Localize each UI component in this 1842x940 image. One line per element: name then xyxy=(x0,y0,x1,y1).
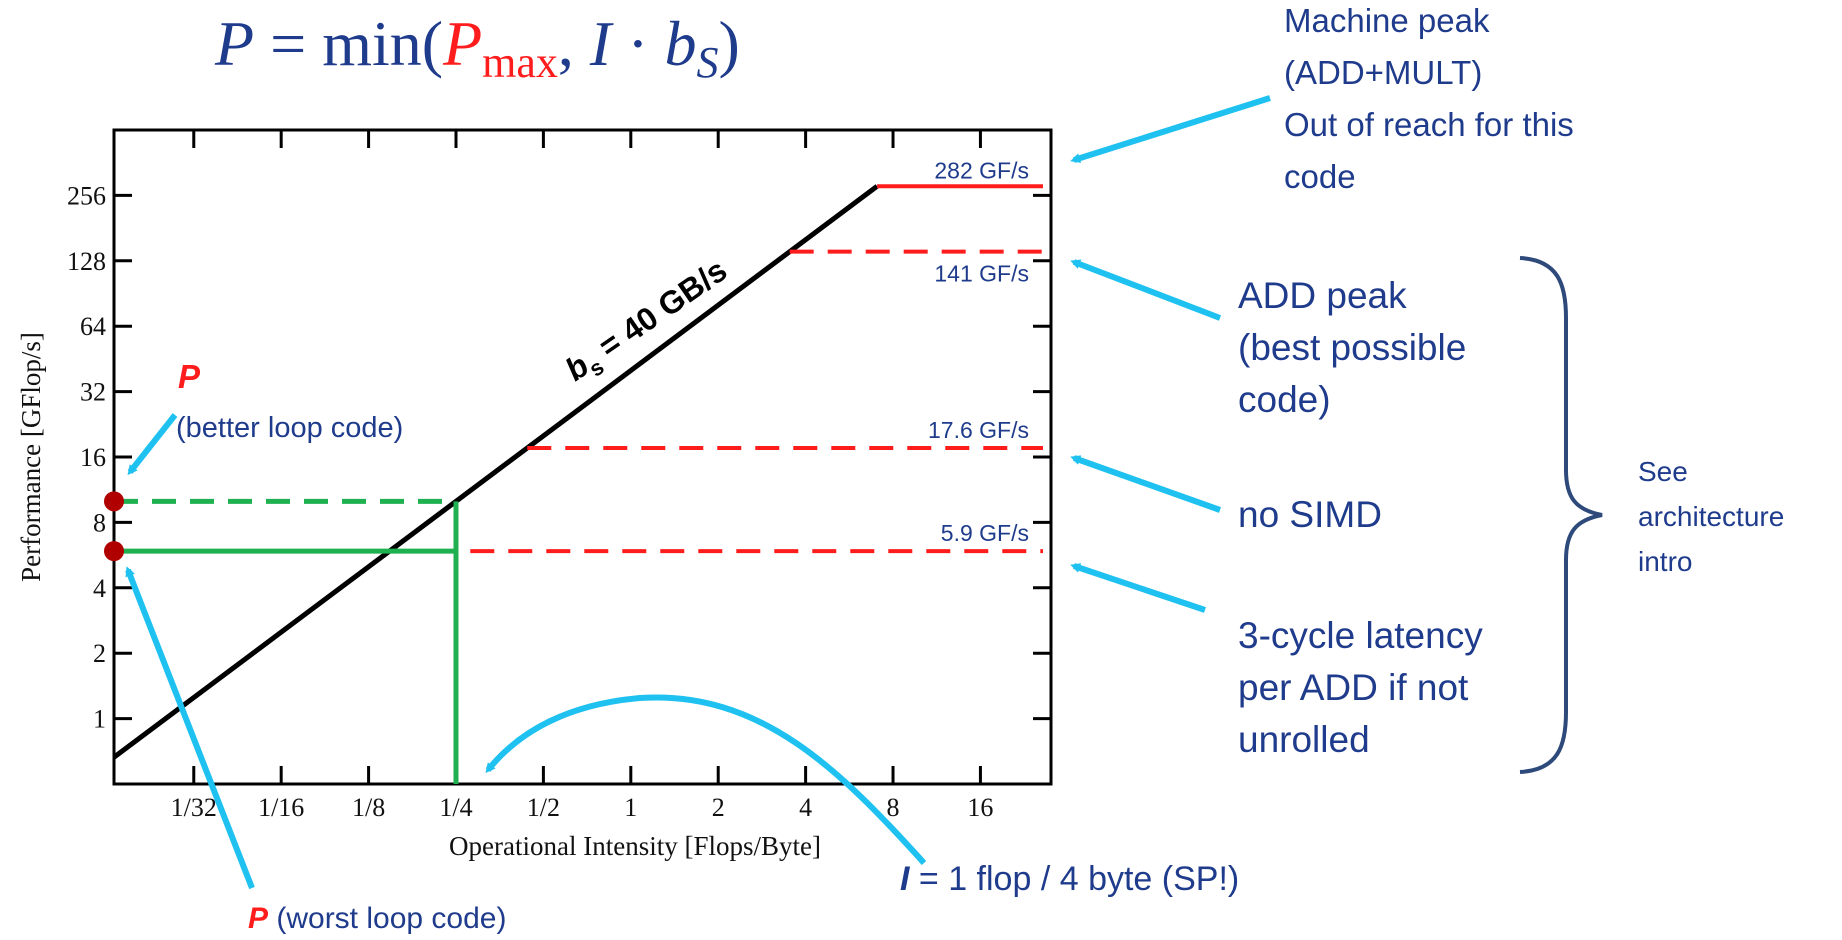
chart-marks: 282 GF/s 141 GF/s 17.6 GF/s 5.9 GF/s xyxy=(104,157,1043,784)
no-simd-annotation: no SIMD xyxy=(1238,494,1382,535)
formula-bs-base: b xyxy=(665,8,697,79)
y-tick-label: 256 xyxy=(67,181,106,210)
x-tick-labels: 1/32 1/16 1/8 1/4 1/2 1 2 4 8 16 xyxy=(171,793,994,822)
formula-pmax-sub: max xyxy=(482,38,558,87)
ceiling-label: 17.6 GF/s xyxy=(928,417,1029,443)
intensity-text: = 1 flop / 4 byte (SP!) xyxy=(909,860,1239,898)
x-axis-label: Operational Intensity [Flops/Byte] xyxy=(449,831,821,861)
formula-bs-sub: S xyxy=(697,38,719,87)
x-tick-label: 4 xyxy=(799,793,812,822)
loop-performance-point xyxy=(104,541,124,562)
latency-arrow xyxy=(1070,563,1206,613)
bandwidth-roof-line xyxy=(112,184,879,760)
x-tick-label: 1/4 xyxy=(439,793,472,822)
formula-i: I xyxy=(589,8,614,79)
formula-pmax-base: P xyxy=(442,8,482,79)
intensity-label: I = 1 flop / 4 byte (SP!) xyxy=(900,860,1239,898)
ceiling-label: 141 GF/s xyxy=(934,261,1029,287)
formula-dot: · xyxy=(611,8,664,79)
y-tick-label: 4 xyxy=(93,574,106,603)
formula-eq: = min( xyxy=(254,8,443,79)
y-tick-labels: 1 2 4 8 16 32 64 128 256 xyxy=(67,181,106,733)
y-tick-label: 8 xyxy=(93,508,106,537)
ceiling-label: 282 GF/s xyxy=(934,157,1029,183)
formula-comma: , xyxy=(558,8,590,79)
p-better-arrow xyxy=(127,413,178,476)
y-axis-label: Performance [GFlop/s] xyxy=(16,332,46,582)
intensity-arrow xyxy=(485,694,927,866)
plot-frame xyxy=(112,128,1053,786)
p-worst-text: (worst loop code) xyxy=(268,902,506,935)
formula-close: ) xyxy=(719,8,740,79)
arrows xyxy=(125,95,1271,890)
y-tick-label: 128 xyxy=(67,247,106,276)
p-worst-symbol: P xyxy=(248,902,269,935)
axis-ticks xyxy=(114,130,1051,784)
y-tick-label: 1 xyxy=(93,705,106,734)
y-tick-label: 64 xyxy=(80,312,106,341)
x-tick-label: 1/32 xyxy=(171,793,217,822)
x-tick-label: 16 xyxy=(967,793,993,822)
p-worst-label: P (worst loop code) xyxy=(248,902,506,935)
p-better-symbol: P xyxy=(178,358,201,395)
machine-peak-annotation: Machine peak (ADD+MULT) Out of reach for… xyxy=(1284,2,1583,195)
x-tick-label: 1 xyxy=(624,793,637,822)
see-architecture-annotation: See architecture intro xyxy=(1638,456,1792,577)
grouping-brace xyxy=(1519,256,1603,774)
loop-performance-point xyxy=(104,491,124,512)
p-worst-arrow xyxy=(125,566,255,890)
formula-lhs: P xyxy=(214,8,254,79)
x-tick-label: 8 xyxy=(887,793,900,822)
x-tick-label: 1/8 xyxy=(352,793,385,822)
x-tick-label: 2 xyxy=(712,793,725,822)
right-annotations: Machine peak (ADD+MULT) Out of reach for… xyxy=(1238,2,1792,760)
intensity-symbol: I xyxy=(900,860,911,898)
latency-annotation: 3-cycle latency per ADD if not unrolled xyxy=(1238,615,1493,760)
bandwidth-label: bs = 40 GB/s xyxy=(559,252,737,393)
y-tick-label: 2 xyxy=(93,639,106,668)
x-tick-label: 1/16 xyxy=(258,793,304,822)
x-tick-label: 1/2 xyxy=(527,793,560,822)
add-peak-annotation: ADD peak (best possible code) xyxy=(1238,275,1477,420)
add-peak-arrow xyxy=(1070,259,1222,321)
svg-text:P = min(Pmax, I · bS): P = min(Pmax, I · bS) xyxy=(214,8,740,87)
no-simd-arrow xyxy=(1070,455,1222,513)
y-tick-label: 16 xyxy=(80,443,106,472)
ceiling-label: 5.9 GF/s xyxy=(941,520,1029,546)
machine-peak-arrow xyxy=(1070,95,1271,163)
formula: P = min(Pmax, I · bS) xyxy=(214,8,740,87)
y-tick-label: 32 xyxy=(80,378,106,407)
p-better-label: (better loop code) xyxy=(176,412,403,444)
